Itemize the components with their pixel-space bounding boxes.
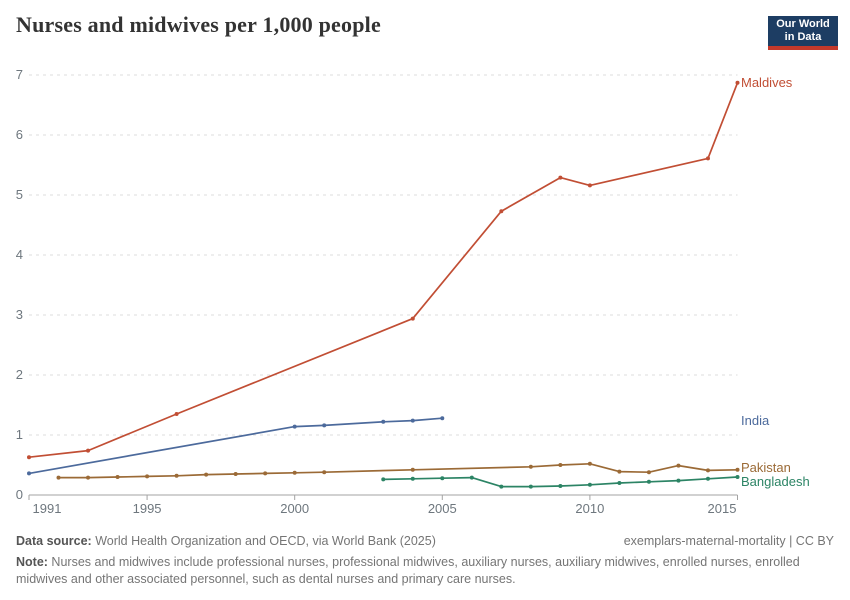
point-india-1991[interactable] — [27, 471, 31, 476]
point-pakistan-1999[interactable] — [263, 471, 268, 476]
note-text: Nurses and midwives include professional… — [16, 555, 800, 586]
note-label: Note: — [16, 555, 48, 570]
series-label-bangladesh[interactable]: Bangladesh — [741, 474, 810, 489]
series-label-india[interactable]: India — [741, 413, 770, 429]
point-bangladesh-2008[interactable] — [528, 484, 533, 489]
series-label-pakistan[interactable]: Pakistan — [741, 459, 791, 475]
point-maldives-2007[interactable] — [499, 209, 504, 214]
point-bangladesh-2004[interactable] — [410, 476, 415, 481]
series-label-maldives[interactable]: Maldives — [741, 74, 793, 90]
point-pakistan-2004[interactable] — [410, 467, 415, 472]
point-pakistan-1997[interactable] — [204, 472, 209, 477]
owid-logo[interactable]: Our World in Data — [768, 16, 838, 50]
y-axis-tick-label: 6 — [15, 127, 23, 142]
point-india-2003[interactable] — [381, 419, 386, 424]
point-bangladesh-2005[interactable] — [440, 476, 445, 481]
x-axis-tick-label: 2005 — [427, 501, 457, 516]
y-axis-tick-label: 5 — [15, 187, 23, 202]
point-pakistan-2012[interactable] — [646, 470, 651, 475]
point-pakistan-1998[interactable] — [233, 472, 238, 476]
y-axis-tick-label: 3 — [15, 307, 23, 322]
point-maldives-2010[interactable] — [587, 183, 592, 188]
x-axis-tick-label: 2010 — [575, 501, 605, 516]
point-india-2000[interactable] — [292, 424, 297, 429]
point-pakistan-2010[interactable] — [587, 461, 592, 466]
point-maldives-2009[interactable] — [558, 175, 563, 180]
chart-title: Nurses and midwives per 1,000 people — [16, 12, 381, 37]
point-bangladesh-2011[interactable] — [617, 481, 622, 485]
owid-logo-line2: in Data — [784, 31, 822, 43]
point-india-2001[interactable] — [322, 423, 327, 428]
note-line: Note: Nurses and midwives include profes… — [16, 554, 828, 587]
line-india[interactable] — [28, 417, 443, 475]
x-axis-tick-label: 1991 — [32, 501, 62, 516]
point-maldives-1996[interactable] — [174, 412, 179, 416]
point-pakistan-1992[interactable] — [56, 475, 61, 480]
x-axis-tick-label: 1995 — [132, 501, 162, 516]
point-india-2004[interactable] — [410, 418, 415, 423]
chart-footer: Data source: World Health Organization a… — [16, 533, 834, 587]
point-pakistan-2008[interactable] — [528, 464, 533, 469]
point-pakistan-2001[interactable] — [322, 470, 327, 475]
data-source-text: World Health Organization and OECD, via … — [91, 534, 436, 548]
x-axis-tick-label: 2015 — [707, 501, 737, 516]
point-bangladesh-2007[interactable] — [499, 484, 504, 489]
point-bangladesh-2013[interactable] — [676, 478, 681, 483]
footer-slug: exemplars-maternal-mortality — [623, 534, 786, 548]
y-axis-tick-label: 0 — [15, 487, 23, 502]
point-bangladesh-2015[interactable] — [735, 475, 740, 479]
point-pakistan-2009[interactable] — [558, 463, 563, 467]
point-bangladesh-2014[interactable] — [705, 476, 710, 481]
point-bangladesh-2009[interactable] — [558, 484, 563, 488]
footer-right: exemplars-maternal-mortality | CC BY — [624, 533, 834, 549]
point-bangladesh-2012[interactable] — [646, 479, 651, 484]
data-source-label: Data source: — [16, 534, 92, 548]
point-pakistan-2000[interactable] — [292, 470, 297, 475]
point-pakistan-1995[interactable] — [145, 474, 150, 479]
y-axis-tick-label: 7 — [15, 67, 23, 82]
point-pakistan-2014[interactable] — [705, 468, 710, 473]
point-pakistan-2013[interactable] — [676, 463, 681, 468]
license-link[interactable]: CC BY — [795, 534, 834, 548]
x-axis-tick-label: 2000 — [280, 501, 310, 516]
point-maldives-2014[interactable] — [705, 156, 710, 161]
footer-separator: | — [785, 534, 796, 548]
owid-logo-accent-strip — [768, 46, 838, 50]
point-pakistan-2011[interactable] — [617, 469, 622, 474]
point-india-2005[interactable] — [440, 416, 445, 421]
point-bangladesh-2003[interactable] — [381, 477, 386, 482]
point-pakistan-1994[interactable] — [115, 475, 120, 479]
point-maldives-2004[interactable] — [410, 316, 415, 321]
point-maldives-1991[interactable] — [27, 455, 31, 460]
data-source-line: Data source: World Health Organization a… — [16, 533, 436, 549]
point-bangladesh-2010[interactable] — [587, 482, 592, 487]
point-pakistan-2015[interactable] — [735, 467, 740, 472]
y-axis-tick-label: 1 — [15, 427, 23, 442]
y-axis-tick-label: 2 — [15, 367, 23, 382]
y-axis-tick-label: 4 — [15, 247, 23, 262]
point-maldives-1993[interactable] — [86, 448, 91, 453]
owid-logo-line1: Our World — [776, 18, 830, 31]
point-pakistan-1996[interactable] — [174, 473, 179, 478]
point-maldives-2015[interactable] — [735, 80, 740, 85]
point-pakistan-1993[interactable] — [86, 475, 91, 480]
point-bangladesh-2006[interactable] — [469, 475, 474, 480]
